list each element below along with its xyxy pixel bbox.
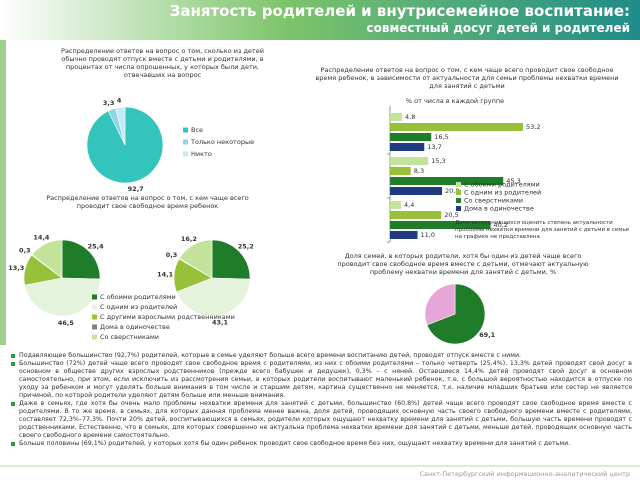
legend-swatch [456,206,461,211]
header-band [0,0,640,40]
pie-slice [424,283,456,326]
legend-label: С другими взрослыми родственниками [100,313,235,321]
legend-swatch [92,324,97,330]
data-label: 4,8 [405,113,415,121]
bar [390,201,401,209]
chart-title: Распределение ответов на вопрос о том, с… [315,66,619,90]
chart-title: Распределение ответов на вопрос о том, с… [46,194,249,210]
bar [390,123,523,131]
bar [390,187,442,195]
bullet: Подавляющее большинство (92,7%) родителе… [10,352,632,360]
legend-label: С одним из родителей [100,303,177,311]
footer: Санкт-Петербургский информационно-аналит… [419,470,630,478]
legend-swatch [456,198,461,203]
chart-title: Доля семей, в которых родители, хотя бы … [337,252,589,276]
pie-slice [176,277,251,317]
legend-label: Дома в одиночестве [100,323,170,331]
pie-slice [115,106,126,146]
bar [390,211,442,219]
pie-slice [211,239,251,280]
bar [390,133,432,141]
legend-label: Все [191,126,203,134]
legend-swatch [183,139,188,145]
legend-label: Никто [191,150,212,158]
data-label: 11,0 [421,231,435,239]
legend-swatch [92,294,97,300]
legend-label: Со сверстниками [464,197,523,205]
page-title: Занятость родителей и внутрисемейное вос… [169,2,630,20]
data-label: 0,3 [166,251,178,259]
data-label: 92,7 [128,185,144,193]
data-label: 13,3 [8,264,24,272]
bar [390,221,491,229]
chart-title: Распределение ответов на вопрос о том, с… [61,47,264,79]
legend-swatch [92,304,97,310]
bar [390,167,411,175]
data-label: 53,2 [526,123,540,131]
data-label: 15,3 [431,157,445,165]
bar [390,231,418,239]
page-subtitle: совместный досуг детей и родителей [366,21,630,35]
legend-swatch [456,182,461,187]
chart-subtitle: % от числа в каждой группе [405,97,505,105]
legend-label: С обоими родителями [464,181,540,189]
data-label: 13,7 [427,143,441,151]
bar [390,113,402,121]
legend-swatch [183,151,188,157]
data-label: 14,1 [157,271,174,279]
pie-slice [61,239,101,280]
data-label: 16,2 [181,235,197,243]
legend-label: Только некоторые [190,138,254,146]
pie-slice [24,277,101,317]
legend-label: С обоими родителями [100,293,176,301]
data-label: 0,3 [19,247,31,255]
data-label: 4,4 [404,201,414,209]
legend-swatch [92,314,97,320]
bar [390,177,504,185]
data-label: 69,1 [479,331,496,339]
pie-slice [179,239,213,279]
bullet: Больше половины (69,1%) родителей, у кот… [10,440,632,448]
data-label: 8,3 [414,167,424,175]
data-label: 16,5 [434,133,448,141]
data-label: 25,4 [88,243,105,251]
legend-swatch [456,190,461,195]
legend-label: Дома в одиночестве [464,205,534,213]
legend-swatch [183,127,188,133]
pie-slice [426,283,486,345]
data-label: 46,5 [58,319,75,327]
data-label: 25,2 [238,243,254,251]
data-label: 45,3 [506,177,520,185]
legend-label: Со сверстниками [100,333,159,341]
bullet-list: Подавляющее большинство (92,7%) родителе… [10,352,632,448]
chart-note: Доля затруднившихся оценить степень акту… [455,220,629,240]
data-label: 40,2 [494,221,508,229]
bullet: Даже в семьях, где хотя бы очень мало пр… [10,400,632,440]
data-label: 3,3 [103,99,115,107]
data-label: 14,4 [33,234,50,242]
side-bar [0,40,6,345]
data-label: 43,1 [212,318,229,326]
legend-label: С одним из родителей [464,189,541,197]
data-label: 20,8 [445,187,459,195]
legend-swatch [92,334,97,340]
bullet: Большинство (72%) детей чаще всего прово… [10,360,632,400]
pie-slice [31,239,63,279]
data-label: 20,5 [444,211,458,219]
bar [390,143,425,151]
bar [390,157,429,165]
data-label: 4 [117,96,122,104]
